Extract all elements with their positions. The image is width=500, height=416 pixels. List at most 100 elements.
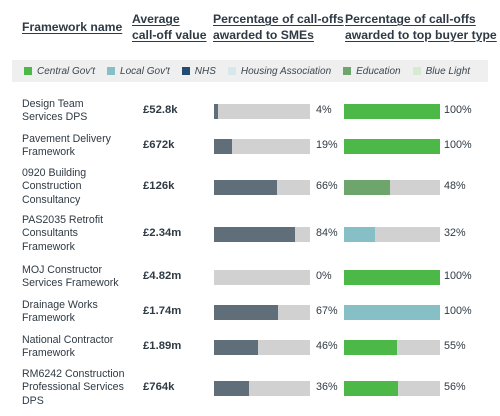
- framework-name-line: Framework: [22, 240, 75, 253]
- sme-percentage-label: 67%: [316, 305, 338, 317]
- table-row: RM6242 Construction Professional Services…: [0, 367, 500, 409]
- sme-percentage-bar: [214, 380, 310, 396]
- top-buyer-percentage-bar: [344, 269, 440, 285]
- framework-name-line: MOJ Constructor: [22, 263, 103, 276]
- table-row: PAS2035 Retrofit Consultants Framework £2.3…: [0, 213, 500, 255]
- sme-percentage-fill: [214, 226, 295, 242]
- legend-swatch: [412, 67, 421, 75]
- header-framework-name-line: Framework name: [22, 20, 123, 34]
- framework-name-line: Services Framework: [22, 277, 119, 289]
- framework-name-line: National Contractor: [22, 333, 114, 346]
- average-call-off-value: £4.82m: [143, 270, 182, 282]
- framework-name-line: PAS2035 Retrofit: [22, 213, 104, 226]
- top-buyer-percentage-fill: [344, 380, 398, 396]
- framework-name-line: 0920 Building: [22, 166, 87, 179]
- framework-name-line: Consultants: [22, 227, 78, 240]
- sme-percentage-fill: [214, 138, 233, 154]
- top-buyer-percentage-fill: [344, 226, 375, 242]
- top-buyer-percentage-bar: [344, 179, 440, 195]
- framework-name: RM6242 Construction Professional Services…: [22, 368, 124, 409]
- framework-name-line: Pavement Delivery: [22, 132, 111, 145]
- sme-percentage-label: 36%: [316, 381, 338, 393]
- framework-name-line: RM6242 Construction: [22, 367, 125, 380]
- top-buyer-percentage-fill: [344, 103, 440, 119]
- header-top-line-1: Percentage of call-offs: [345, 12, 476, 26]
- legend-item: Education: [343, 65, 401, 77]
- framework-name: Drainage Works Framework: [22, 299, 98, 326]
- legend-item: NHS: [181, 65, 216, 77]
- top-buyer-percentage-label: 48%: [444, 180, 466, 192]
- sme-percentage-fill: [214, 304, 279, 320]
- legend-item: Central Gov't: [24, 66, 95, 77]
- framework-name-line: Drainage Works: [22, 298, 98, 311]
- framework-name-line: Framework: [22, 312, 75, 324]
- sme-percentage-bar: [214, 179, 310, 195]
- average-call-off-value: £1.74m: [143, 305, 182, 317]
- top-buyer-percentage-label: 56%: [444, 381, 466, 393]
- framework-name: Pavement Delivery Framework: [22, 133, 111, 160]
- top-buyer-percentage-bar: [344, 304, 440, 320]
- framework-name-line: Services DPS: [22, 111, 88, 123]
- top-buyer-percentage-fill: [344, 304, 440, 320]
- average-call-off-value: £764k: [143, 381, 175, 393]
- legend-item: Blue Light: [412, 66, 470, 77]
- framework-name: MOJ Constructor Services Framework: [22, 264, 119, 291]
- top-buyer-percentage-bar: [344, 226, 440, 242]
- legend-swatch: [107, 67, 116, 75]
- top-buyer-percentage-label: 100%: [444, 305, 472, 317]
- framework-name-line: Design Team: [22, 97, 84, 110]
- framework-name-line: Professional Services: [22, 381, 124, 394]
- legend-label: Housing Association: [240, 65, 332, 77]
- sme-percentage-label: 46%: [316, 340, 338, 352]
- header-avg-line-2: call-off value: [132, 28, 207, 42]
- framework-name-line: DPS: [22, 394, 44, 407]
- top-buyer-percentage-label: 32%: [444, 227, 466, 239]
- sme-percentage-label: 0%: [316, 270, 332, 282]
- legend-swatch: [227, 67, 236, 75]
- header-sme-percentage: Percentage of call-offs awarded to SMEs: [213, 11, 344, 43]
- sme-percentage-bar: [214, 339, 310, 355]
- sme-percentage-bar: [214, 138, 310, 154]
- header-top-line-2: awarded to top buyer type: [345, 28, 497, 42]
- legend-label: Local Gov't: [120, 65, 170, 77]
- average-call-off-value: £672k: [143, 139, 175, 151]
- top-buyer-percentage-fill: [344, 179, 391, 195]
- sme-percentage-bar: [214, 103, 310, 119]
- legend-swatch: [343, 67, 352, 75]
- table-row: MOJ Constructor Services Framework £4.82m 0…: [0, 262, 500, 292]
- top-buyer-percentage-bar: [344, 380, 440, 396]
- framework-name: National Contractor Framework: [22, 334, 113, 361]
- top-buyer-percentage-bar: [344, 339, 440, 355]
- sme-percentage-label: 19%: [316, 139, 338, 151]
- framework-name-line: Construction: [22, 180, 82, 193]
- top-buyer-percentage-label: 100%: [444, 104, 472, 116]
- sme-percentage-label: 66%: [316, 180, 338, 192]
- header-sme-line-2: awarded to SMEs: [213, 28, 314, 42]
- average-call-off-value: £1.89m: [143, 340, 182, 352]
- top-buyer-percentage-fill: [344, 339, 397, 355]
- legend-label: Education: [356, 65, 401, 77]
- table-row: 0920 Building Construction Consultancy £126…: [0, 166, 500, 208]
- framework-name-line: Consultancy: [22, 193, 81, 206]
- header-average-call-off-value: Average call-off value: [132, 11, 207, 43]
- sme-percentage-fill: [214, 103, 218, 119]
- sme-percentage-label: 4%: [316, 104, 332, 116]
- top-buyer-percentage-label: 100%: [444, 270, 472, 282]
- average-call-off-value: £2.34m: [143, 227, 182, 239]
- top-buyer-percentage-bar: [344, 138, 440, 154]
- average-call-off-value: £126k: [143, 180, 175, 192]
- framework-name: 0920 Building Construction Consultancy: [22, 167, 86, 208]
- sme-percentage-bar: [214, 269, 310, 285]
- table-row: Pavement Delivery Framework £672k 19% 100%: [0, 131, 500, 161]
- buyer-type-legend: Central Gov't Local Gov't NHS Housing Assoc…: [12, 60, 488, 82]
- header-sme-line-1: Percentage of call-offs: [213, 12, 344, 26]
- sme-percentage-bar: [214, 226, 310, 242]
- framework-name: Design Team Services DPS: [22, 98, 87, 125]
- framework-name: PAS2035 Retrofit Consultants Framework: [22, 214, 103, 255]
- average-call-off-value: £52.8k: [143, 104, 178, 116]
- top-buyer-percentage-fill: [344, 269, 440, 285]
- top-buyer-percentage-label: 55%: [444, 340, 466, 352]
- sme-percentage-fill: [214, 179, 278, 195]
- legend-label: NHS: [194, 65, 216, 77]
- legend-swatch: [24, 67, 32, 75]
